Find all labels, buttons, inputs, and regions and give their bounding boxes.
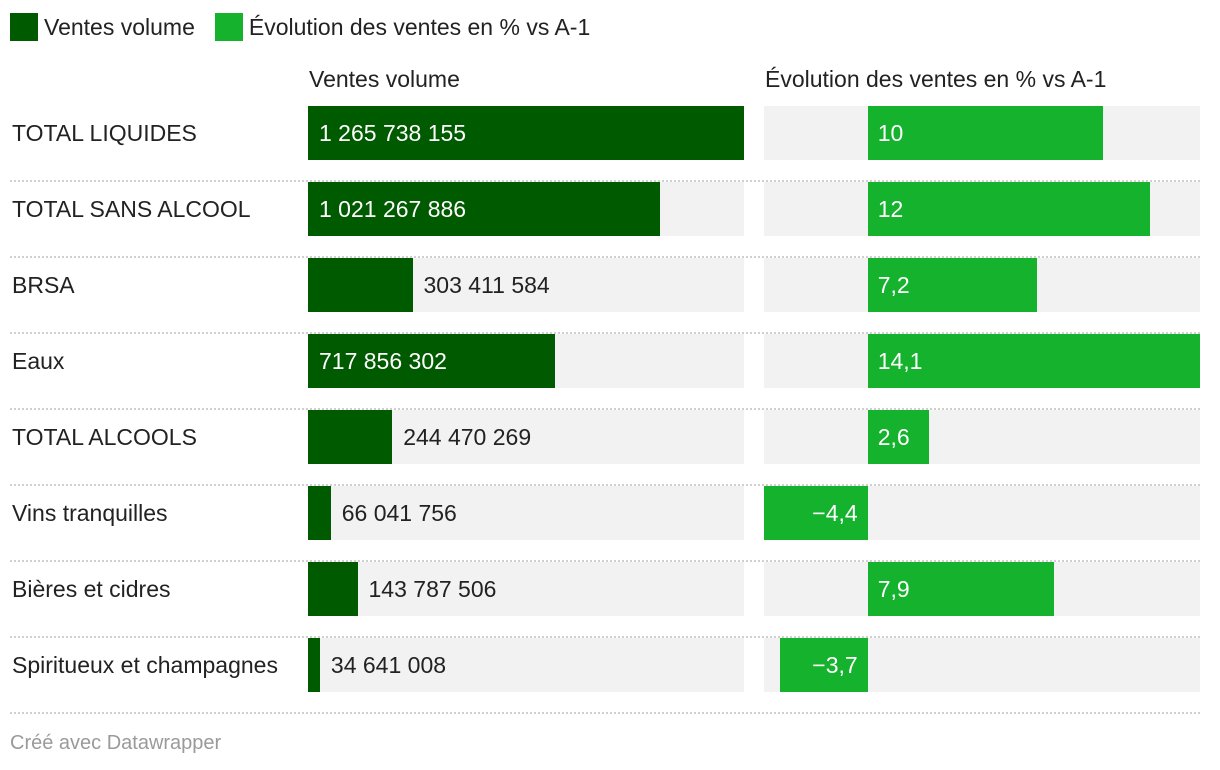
evolution-value-label: 7,9 bbox=[877, 576, 910, 602]
legend-swatch-evolution bbox=[214, 13, 243, 41]
footer-credit: Créé avec Datawrapper bbox=[10, 732, 222, 754]
evolution-bar bbox=[764, 486, 868, 540]
volume-bar bbox=[308, 334, 556, 388]
legend-item-volume: Ventes volume bbox=[10, 13, 195, 41]
volume-bar-track bbox=[308, 486, 744, 540]
chart-row: Vins tranquilles 66 041 756 −4,4 bbox=[10, 486, 1200, 562]
volume-bar-track bbox=[308, 562, 744, 616]
volume-bar bbox=[308, 638, 320, 692]
volume-value-label: 66 041 756 bbox=[341, 500, 457, 526]
row-separator bbox=[10, 712, 1200, 714]
volume-value-label: 717 856 302 bbox=[319, 348, 447, 374]
category-label: Vins tranquilles bbox=[12, 500, 168, 526]
evolution-value-label: 14,1 bbox=[877, 348, 923, 374]
row-separator bbox=[10, 256, 1200, 258]
volume-bar bbox=[308, 106, 744, 160]
volume-bar bbox=[308, 410, 393, 464]
row-separator bbox=[10, 484, 1200, 486]
category-label: TOTAL LIQUIDES bbox=[12, 120, 197, 146]
row-separator bbox=[10, 180, 1200, 182]
evolution-value-label: 10 bbox=[877, 120, 904, 146]
evolution-bar bbox=[867, 106, 1104, 160]
volume-value-label: 34 641 008 bbox=[330, 652, 447, 678]
evolution-bar bbox=[780, 638, 868, 692]
row-separator bbox=[10, 332, 1200, 334]
evolution-value-label: 2,6 bbox=[877, 424, 910, 450]
row-separator bbox=[10, 560, 1200, 562]
chart-row: TOTAL SANS ALCOOL 1 021 267 886 12 bbox=[10, 182, 1200, 258]
legend: Ventes volume Évolution des ventes en % … bbox=[10, 10, 610, 44]
category-label: Bières et cidres bbox=[12, 576, 171, 602]
volume-bar bbox=[308, 182, 660, 236]
volume-bar-track bbox=[308, 638, 744, 692]
chart-row: Bières et cidres 143 787 506 7,9 bbox=[10, 562, 1200, 638]
evolution-value-label: 12 bbox=[877, 196, 904, 222]
legend-label-evolution: Évolution des ventes en % vs A-1 bbox=[248, 13, 591, 40]
column-header-volume: Ventes volume bbox=[309, 66, 460, 92]
evolution-bar-track bbox=[764, 410, 1200, 464]
volume-value-label: 303 411 584 bbox=[423, 272, 550, 298]
evolution-value-label: −4,4 bbox=[812, 500, 858, 526]
category-label: BRSA bbox=[12, 272, 75, 298]
legend-item-evolution: Évolution des ventes en % vs A-1 bbox=[214, 13, 591, 41]
chart-row: TOTAL ALCOOLS 244 470 269 2,6 bbox=[10, 410, 1200, 486]
chart-row: TOTAL LIQUIDES 1 265 738 155 10 bbox=[10, 106, 1200, 182]
evolution-bar bbox=[867, 334, 1200, 388]
evolution-value-label: 7,2 bbox=[877, 272, 910, 298]
chart-row: Eaux 717 856 302 14,1 bbox=[10, 334, 1200, 410]
category-label: Eaux bbox=[12, 348, 65, 374]
volume-value-label: 143 787 506 bbox=[368, 576, 497, 602]
category-label: TOTAL ALCOOLS bbox=[12, 424, 197, 450]
evolution-value-label: −3,7 bbox=[812, 652, 858, 678]
volume-bar bbox=[308, 486, 331, 540]
column-header-evolution: Évolution des ventes en % vs A-1 bbox=[765, 66, 1107, 92]
volume-value-label: 244 470 269 bbox=[403, 424, 532, 450]
evolution-bar bbox=[867, 258, 1038, 312]
chart-row: Spiritueux et champagnes 34 641 008 −3,7 bbox=[10, 638, 1200, 714]
category-label: TOTAL SANS ALCOOL bbox=[12, 196, 251, 222]
chart-row: BRSA 303 411 584 7,2 bbox=[10, 258, 1200, 334]
volume-value-label: 1 021 267 886 bbox=[319, 196, 467, 222]
legend-swatch-volume bbox=[10, 13, 38, 41]
row-separator bbox=[10, 636, 1200, 638]
volume-value-label: 1 265 738 155 bbox=[319, 120, 467, 146]
evolution-bar bbox=[867, 562, 1054, 616]
row-separator bbox=[10, 408, 1200, 410]
evolution-bar bbox=[867, 410, 929, 464]
volume-bar bbox=[308, 562, 358, 616]
category-label: Spiritueux et champagnes bbox=[12, 652, 278, 678]
legend-label-volume: Ventes volume bbox=[44, 13, 195, 40]
volume-bar bbox=[308, 258, 413, 312]
evolution-bar bbox=[867, 182, 1151, 236]
